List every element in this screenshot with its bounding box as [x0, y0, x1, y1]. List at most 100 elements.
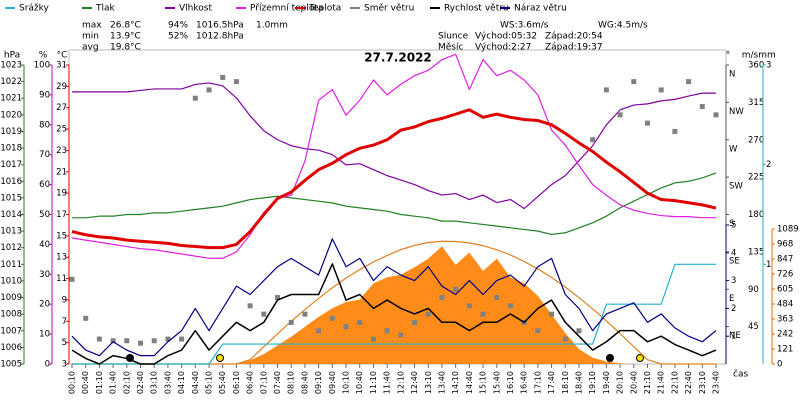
direction-point — [576, 328, 582, 334]
y-tick-label: 1 — [766, 260, 771, 270]
sun-set-marker — [636, 354, 644, 362]
x-tick-label: 19:10 — [588, 371, 597, 394]
y-tick-label: 1006 — [0, 343, 22, 353]
axis-unit: % — [39, 51, 48, 61]
direction-point — [302, 311, 308, 317]
x-tick-label: 03:10 — [150, 371, 159, 394]
y-tick-label: 15 — [56, 231, 67, 241]
x-tick-label: 07:10 — [259, 371, 268, 394]
y-tick-label: 30 — [39, 270, 50, 280]
direction-point — [179, 336, 185, 342]
direction-point — [562, 336, 568, 342]
series-line — [72, 82, 716, 210]
x-tick-label: 13:40 — [437, 371, 446, 394]
x-tick-label: 02:40 — [136, 371, 145, 394]
direction-point — [261, 311, 267, 317]
direction-point — [275, 295, 281, 301]
direction-point — [220, 74, 226, 80]
direction-point — [480, 311, 486, 317]
x-tick-label: 10:10 — [342, 371, 351, 394]
y-tick-label: 20 — [39, 300, 50, 310]
y-tick-label: 27 — [56, 103, 67, 113]
y-tick-label: 363 — [777, 315, 793, 325]
compass-label: NW — [729, 107, 744, 117]
sun-rise: Východ:05:32 — [475, 32, 537, 42]
x-tick-label: 13:10 — [424, 371, 433, 394]
x-tick-label: 18:40 — [574, 371, 583, 394]
x-axis-label: čas — [733, 369, 748, 380]
direction-point — [658, 87, 664, 93]
direction-point — [425, 311, 431, 317]
y-tick-label: 1 — [731, 332, 736, 342]
chart-title: 27.7.2022 — [364, 51, 432, 65]
y-tick-label: 360 — [748, 61, 764, 71]
legend-label: Náraz větru — [514, 4, 567, 14]
axis-unit: ° — [726, 51, 731, 61]
legend-label: Tlak — [95, 4, 116, 14]
moon-set-marker — [606, 354, 614, 362]
direction-point — [233, 79, 239, 85]
x-tick-label: 14:40 — [465, 371, 474, 394]
stat-value: 19.8°C — [110, 43, 141, 53]
direction-point — [494, 295, 500, 301]
y-tick-label: 90 — [748, 285, 759, 295]
y-tick-label: 13 — [56, 253, 67, 263]
y-tick-label: 1010 — [0, 276, 22, 286]
x-tick-label: 17:40 — [547, 371, 556, 394]
y-tick-label: 1012 — [0, 243, 22, 253]
x-tick-label: 08:40 — [300, 371, 309, 394]
x-tick-label: 11:40 — [383, 371, 392, 394]
y-tick-label: 10 — [39, 330, 50, 340]
direction-point — [699, 104, 705, 110]
stat-value: 1.0mm — [256, 21, 288, 31]
y-tick-label: 1008 — [0, 310, 22, 320]
y-tick-label: 1014 — [0, 210, 22, 220]
x-tick-label: 23:40 — [712, 371, 721, 394]
compass-label: E — [729, 294, 734, 304]
x-tick-label: 05:40 — [218, 371, 227, 394]
direction-point — [686, 79, 692, 85]
axis-unit: m/s — [742, 51, 759, 61]
y-tick-label: 121 — [777, 345, 793, 355]
x-tick-label: 03:40 — [163, 371, 172, 394]
stat-value: 26.8°C — [110, 21, 141, 31]
y-tick-label: 3 — [62, 360, 67, 370]
direction-point — [370, 336, 376, 342]
y-tick-label: 29 — [56, 82, 67, 92]
compass-label: S — [729, 219, 734, 229]
x-tick-label: 22:40 — [684, 371, 693, 394]
x-tick-label: 06:10 — [232, 371, 241, 394]
x-tick-label: 23:10 — [698, 371, 707, 394]
axis-unit: °C — [57, 51, 68, 61]
y-tick-label: 3 — [731, 276, 736, 286]
y-tick-label: 5 — [62, 338, 67, 348]
series-line — [71, 263, 717, 365]
x-tick-label: 00:40 — [81, 371, 90, 394]
y-tick-label: 17 — [56, 210, 67, 220]
y-tick-label: 21 — [56, 167, 67, 177]
y-tick-label: 25 — [56, 125, 67, 135]
stat-value: 1012.8hPa — [196, 32, 244, 42]
direction-point — [329, 315, 335, 321]
x-tick-label: 01:40 — [109, 371, 118, 394]
y-tick-label: 270 — [748, 135, 764, 145]
direction-point — [384, 328, 390, 334]
y-tick-label: 1015 — [0, 193, 22, 203]
direction-point — [412, 319, 418, 325]
legend-label: Srážky — [19, 4, 50, 14]
y-tick-label: 90 — [39, 90, 50, 100]
axis-unit: mm — [758, 51, 776, 61]
direction-point — [316, 328, 322, 334]
series-line — [71, 108, 717, 250]
legend-label: Rychlost větru — [444, 4, 509, 14]
direction-point — [398, 332, 404, 338]
x-tick-label: 04:10 — [177, 371, 186, 394]
direction-point — [110, 338, 116, 344]
axis-unit: hPa — [4, 51, 20, 61]
stat-value: 94% — [168, 21, 188, 31]
y-tick-label: 315 — [748, 98, 764, 108]
direction-point — [453, 286, 459, 292]
x-tick-label: 11:10 — [369, 371, 378, 394]
wind-speed-stat: WS:3.6m/s — [500, 21, 549, 31]
